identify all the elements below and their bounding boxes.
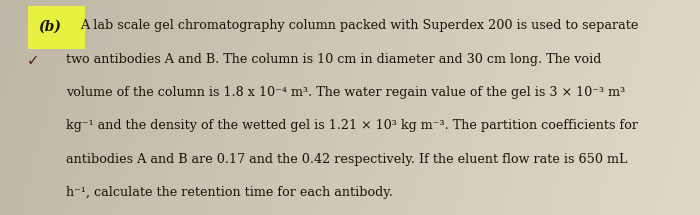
Text: antibodies A and B are 0.17 and the 0.42 respectively. If the eluent flow rate i: antibodies A and B are 0.17 and the 0.42…	[66, 153, 628, 166]
Text: ✓: ✓	[27, 53, 39, 68]
Text: two antibodies A and B. The column is 10 cm in diameter and 30 cm long. The void: two antibodies A and B. The column is 10…	[66, 53, 602, 66]
Text: (b): (b)	[38, 19, 62, 33]
Text: volume of the column is 1.8 x 10⁻⁴ m³. The water regain value of the gel is 3 × : volume of the column is 1.8 x 10⁻⁴ m³. T…	[66, 86, 626, 99]
FancyBboxPatch shape	[28, 6, 85, 49]
Text: A lab scale gel chromatography column packed with Superdex 200 is used to separa: A lab scale gel chromatography column pa…	[80, 19, 639, 32]
Text: h⁻¹, calculate the retention time for each antibody.: h⁻¹, calculate the retention time for ea…	[66, 186, 393, 199]
Text: kg⁻¹ and the density of the wetted gel is 1.21 × 10³ kg m⁻³. The partition coeff: kg⁻¹ and the density of the wetted gel i…	[66, 119, 638, 132]
